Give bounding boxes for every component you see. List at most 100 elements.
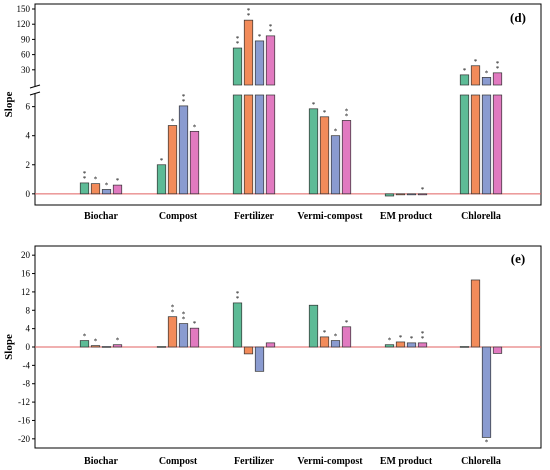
- y-tick-label-e: -16: [18, 415, 30, 425]
- significance-mark: *: [258, 33, 262, 41]
- chart-d: 3060901201500246************************…: [3, 3, 542, 222]
- y-tick-label-e: -20: [18, 434, 30, 444]
- bar: [265, 342, 276, 348]
- bar: [101, 189, 112, 195]
- bar: [481, 346, 492, 438]
- bar: [395, 341, 406, 348]
- bar: [79, 182, 90, 195]
- bar: [90, 345, 101, 348]
- y-tick-label-d: 60: [21, 50, 31, 60]
- bar: [243, 94, 254, 195]
- y-tick-label-e: 0: [26, 342, 31, 352]
- significance-mark: *: [485, 438, 489, 446]
- y-tick-label-e: 20: [21, 250, 31, 260]
- significance-mark: *: [410, 335, 414, 343]
- bar: [406, 193, 417, 196]
- category-label-d: Chlorella: [461, 211, 501, 222]
- significance-mark: *: [269, 28, 273, 36]
- bar: [112, 344, 123, 348]
- bar: [481, 94, 492, 195]
- significance-mark: *: [83, 175, 87, 183]
- significance-mark: *: [182, 311, 186, 319]
- y-tick-label-d: 30: [21, 65, 31, 75]
- significance-mark: *: [345, 107, 349, 115]
- significance-mark: *: [247, 12, 251, 20]
- y-axis-label-e: Slope: [3, 334, 15, 360]
- significance-mark: *: [421, 335, 425, 343]
- category-label-d: Compost: [159, 211, 198, 222]
- significance-mark: *: [83, 333, 87, 341]
- significance-mark: *: [171, 304, 175, 312]
- category-label-e: EM product: [380, 456, 433, 467]
- significance-mark: *: [474, 58, 478, 66]
- significance-mark: *: [463, 67, 467, 75]
- category-label-d: EM product: [380, 211, 433, 222]
- y-tick-label-e: 16: [21, 269, 31, 279]
- y-axis-label-d: Slope: [3, 92, 15, 118]
- axis-break-mark: [29, 91, 41, 96]
- bar: [417, 193, 428, 196]
- axis-break-mark: [29, 84, 41, 89]
- category-label-e: Chlorella: [461, 456, 501, 467]
- bar: [319, 116, 330, 195]
- y-tick-label-d: 0: [26, 189, 31, 199]
- bar: [459, 74, 470, 86]
- significance-mark: *: [236, 290, 240, 298]
- significance-mark: *: [485, 69, 489, 77]
- y-tick-label-d: 2: [26, 160, 31, 170]
- significance-mark: *: [182, 316, 186, 324]
- significance-mark: *: [116, 337, 120, 345]
- y-tick-label-e: -12: [18, 397, 30, 407]
- y-tick-label-e: -8: [23, 379, 31, 389]
- significance-mark: *: [421, 186, 425, 194]
- category-label-e: Fertilizer: [234, 456, 275, 467]
- bar: [395, 193, 406, 196]
- significance-mark: *: [171, 309, 175, 317]
- bar: [265, 94, 276, 195]
- bar: [330, 135, 341, 195]
- bar: [79, 340, 90, 348]
- bar: [189, 130, 200, 195]
- significance-mark: *: [94, 176, 98, 184]
- y-tick-label-d: 6: [26, 102, 31, 112]
- significance-mark: *: [247, 7, 251, 15]
- category-label-d: Biochar: [84, 211, 118, 222]
- bar: [232, 302, 243, 348]
- significance-mark: *: [182, 93, 186, 101]
- bar: [232, 47, 243, 86]
- bar: [167, 125, 178, 195]
- category-label-e: Compost: [159, 456, 198, 467]
- y-tick-label-d: 4: [26, 131, 31, 141]
- y-tick-label-d: 150: [17, 4, 31, 14]
- bar: [492, 72, 503, 86]
- bar: [232, 94, 243, 195]
- y-tick-label-e: 12: [21, 287, 30, 297]
- category-label-e: Biochar: [84, 456, 118, 467]
- significance-mark: *: [345, 319, 349, 327]
- significance-mark: *: [421, 330, 425, 338]
- bar: [101, 346, 112, 348]
- y-tick-label-e: 8: [26, 305, 31, 315]
- significance-mark: *: [182, 98, 186, 106]
- panel-label-e: (e): [511, 251, 525, 266]
- panel-label-d: (d): [510, 10, 526, 25]
- category-label-e: Vermi-compost: [297, 456, 363, 467]
- y-tick-label-d: 120: [17, 19, 31, 29]
- bar: [459, 94, 470, 195]
- bar: [178, 105, 189, 195]
- bar: [459, 346, 470, 348]
- bar: [308, 108, 319, 195]
- bar: [470, 94, 481, 195]
- bar: [189, 327, 200, 348]
- significance-mark: *: [323, 109, 327, 117]
- significance-mark: *: [269, 23, 273, 31]
- significance-mark: *: [236, 35, 240, 43]
- bar: [319, 336, 330, 348]
- significance-mark: *: [334, 333, 338, 341]
- bar: [384, 193, 395, 197]
- y-tick-label-d: 90: [21, 34, 31, 44]
- axis-break-gap: [29, 86, 43, 94]
- bar: [90, 183, 101, 195]
- significance-mark: *: [334, 128, 338, 136]
